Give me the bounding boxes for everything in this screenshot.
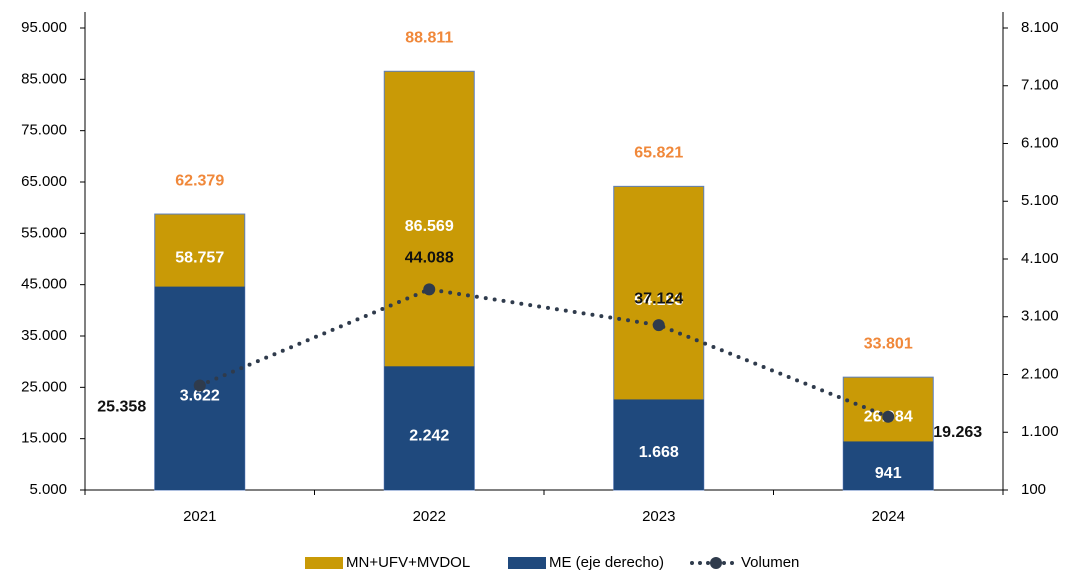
line-label: 44.088	[405, 250, 454, 267]
bar-label: 2.242	[409, 427, 449, 444]
bar-label: 941	[875, 465, 902, 482]
y-tick-label: 95.000	[21, 19, 67, 36]
y-tick-label: 5.000	[29, 481, 67, 498]
line-marker	[193, 379, 206, 392]
legend-swatch	[710, 557, 722, 569]
total-label: 88.811	[405, 29, 453, 46]
x-tick-label: 2023	[642, 508, 675, 525]
line-marker	[652, 319, 665, 332]
y2-tick-label: 5.100	[1021, 192, 1059, 209]
x-tick-label: 2021	[183, 508, 216, 525]
legend-swatch	[305, 557, 343, 569]
y-tick-label: 45.000	[21, 276, 67, 293]
y-tick-label: 55.000	[21, 224, 67, 241]
y-tick-label: 25.000	[21, 378, 67, 395]
y2-tick-label: 1.100	[1021, 423, 1059, 440]
legend-label: Volumen	[741, 554, 799, 571]
y2-tick-label: 8.100	[1021, 19, 1059, 36]
y2-tick-label: 2.100	[1021, 365, 1059, 382]
total-label: 33.801	[864, 335, 913, 352]
bar	[384, 366, 475, 490]
y2-tick-label: 7.100	[1021, 77, 1059, 94]
y-tick-label: 75.000	[21, 122, 67, 139]
bar-label: 64.153	[634, 292, 683, 309]
line-label: 25.358	[97, 399, 146, 416]
line-label: 19.263	[933, 424, 982, 441]
x-tick-label: 2022	[413, 508, 446, 525]
bar-label: 3.622	[180, 388, 220, 405]
total-label: 65.821	[634, 145, 683, 162]
y-tick-label: 85.000	[21, 70, 67, 87]
y-tick-label: 65.000	[21, 173, 67, 190]
line-label: 37.124	[634, 290, 683, 307]
y2-tick-label: 100	[1021, 481, 1046, 498]
y2-tick-label: 3.100	[1021, 308, 1059, 325]
total-label: 62.379	[175, 172, 224, 189]
bar-label: 86.569	[405, 218, 454, 235]
line-marker	[882, 410, 895, 423]
x-tick-label: 2024	[872, 508, 905, 525]
bar	[613, 399, 704, 490]
bar-label: 1.668	[639, 444, 679, 461]
y-tick-label: 15.000	[21, 430, 67, 447]
y2-tick-label: 4.100	[1021, 250, 1059, 267]
bar-label: 58.757	[175, 250, 224, 267]
bar	[843, 441, 934, 490]
y-tick-label: 35.000	[21, 327, 67, 344]
legend-swatch	[508, 557, 546, 569]
line-marker	[423, 283, 436, 296]
y2-tick-label: 6.100	[1021, 134, 1059, 151]
legend-label: MN+UFV+MVDOL	[346, 554, 470, 571]
line	[197, 287, 891, 419]
legend-label: ME (eje derecho)	[549, 554, 664, 571]
